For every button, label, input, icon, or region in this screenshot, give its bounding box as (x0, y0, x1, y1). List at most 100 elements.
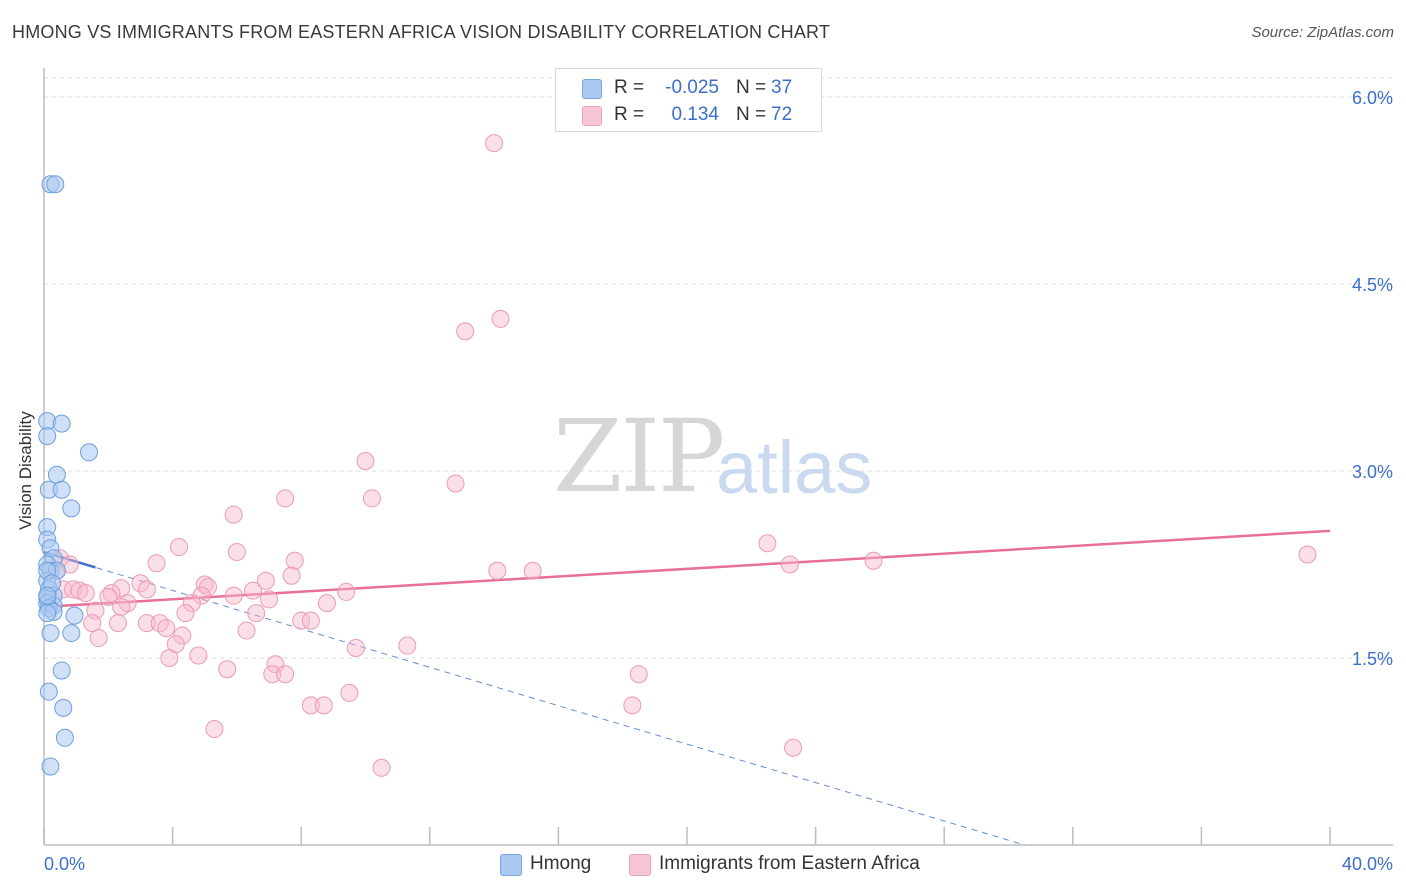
legend-r-label: R = (614, 77, 645, 98)
legend-n-label: N = (736, 104, 767, 125)
bottom-legend-label-hmong: Hmong (530, 853, 592, 874)
point-eastern-africa (285, 551, 304, 570)
y-tick-label: 1.5% (1352, 649, 1393, 669)
point-eastern-africa (170, 538, 189, 557)
point-eastern-africa (160, 649, 179, 667)
point-eastern-africa (137, 580, 156, 599)
point-eastern-africa (243, 581, 262, 600)
point-eastern-africa (192, 586, 211, 605)
legend-r-value: 0.134 (671, 104, 719, 125)
point-eastern-africa (182, 594, 201, 613)
point-hmong (65, 606, 84, 625)
point-hmong (52, 414, 71, 433)
point-eastern-africa (237, 621, 256, 640)
point-eastern-africa (247, 604, 266, 623)
point-eastern-africa (205, 720, 224, 739)
point-eastern-africa (256, 571, 275, 590)
gridlines (44, 77, 1393, 659)
y-tick-label: 6.0% (1352, 88, 1393, 108)
point-eastern-africa (189, 646, 208, 665)
point-eastern-africa (523, 561, 542, 580)
source-label: Source: ZipAtlas.com (1251, 24, 1394, 41)
point-eastern-africa (263, 665, 282, 684)
y-axis-label-wrap: Vision Disability (16, 411, 36, 680)
point-eastern-africa (112, 579, 131, 598)
point-eastern-africa (157, 619, 176, 638)
watermark-atlas: atlas (716, 426, 873, 509)
point-eastern-africa (446, 474, 465, 493)
point-eastern-africa (137, 614, 156, 633)
legend-n-value: 72 (771, 104, 793, 125)
point-eastern-africa (758, 534, 777, 553)
trend-lines (43, 529, 1331, 846)
point-hmong (55, 728, 74, 747)
point-eastern-africa (108, 614, 127, 633)
y-axis-label: Vision Disability (16, 411, 35, 530)
point-hmong (62, 624, 81, 643)
point-eastern-africa (112, 597, 131, 616)
point-eastern-africa (266, 655, 285, 674)
point-hmong (38, 586, 57, 605)
point-eastern-africa (227, 543, 246, 562)
watermark-zip: ZIP (553, 398, 725, 515)
data-points (38, 134, 1317, 777)
x-tick-label: 0.0% (44, 854, 85, 874)
legend-row-hmong: R = -0.025 N = 37 (556, 75, 821, 101)
chart-title: HMONG VS IMMIGRANTS FROM EASTERN AFRICA … (12, 22, 831, 42)
point-eastern-africa (629, 665, 648, 684)
trend-line-eastern-africa (43, 529, 1331, 609)
point-hmong (54, 698, 73, 717)
point-hmong (80, 443, 99, 462)
point-hmong (52, 480, 71, 499)
point-eastern-africa (83, 614, 102, 633)
point-eastern-africa (780, 555, 799, 574)
legend-n-label: N = (736, 77, 767, 98)
point-eastern-africa (623, 696, 642, 715)
bottom-legend-swatch-eastern-africa (629, 854, 651, 876)
point-eastern-africa (176, 604, 195, 623)
point-eastern-africa (372, 758, 391, 777)
point-eastern-africa (292, 611, 311, 630)
point-eastern-africa (314, 696, 333, 715)
point-eastern-africa (224, 586, 243, 605)
point-eastern-africa (337, 582, 356, 601)
legend-n-value: 37 (771, 77, 793, 98)
point-eastern-africa (784, 738, 803, 757)
legend-r-value: -0.025 (665, 77, 719, 98)
point-eastern-africa (99, 587, 118, 606)
point-eastern-africa (456, 322, 475, 341)
point-hmong (38, 604, 57, 623)
bottom-legend-label-eastern-africa: Immigrants from Eastern Africa (659, 853, 920, 874)
legend-row-eastern-africa: R = 0.134 N = 72 (556, 102, 821, 128)
point-eastern-africa (491, 309, 510, 328)
point-eastern-africa (1298, 545, 1317, 564)
point-eastern-africa (356, 452, 375, 471)
correlation-legend: R = -0.025 N = 37 R = 0.134 N = 72 (555, 68, 822, 132)
point-eastern-africa (224, 505, 243, 524)
trend-line-hmong-dashed (43, 551, 1025, 846)
point-eastern-africa (276, 489, 295, 508)
point-eastern-africa (398, 636, 417, 655)
y-tick-label: 3.0% (1352, 462, 1393, 482)
point-hmong (47, 465, 66, 484)
tick-labels: 1.5% 3.0% 4.5% 6.0% 0.0% 40.0% (44, 88, 1393, 874)
point-eastern-africa (346, 639, 365, 658)
legend-swatch-eastern-africa (582, 106, 602, 126)
point-hmong (41, 757, 60, 776)
bottom-legend-swatch-hmong (500, 854, 522, 876)
point-eastern-africa (301, 611, 320, 630)
point-eastern-africa (488, 561, 507, 580)
point-eastern-africa (362, 489, 381, 508)
x-tick-label: 40.0% (1342, 854, 1393, 874)
point-eastern-africa (301, 696, 320, 715)
point-eastern-africa (282, 566, 301, 585)
point-hmong (39, 682, 58, 701)
point-hmong (52, 661, 71, 680)
point-eastern-africa (317, 594, 336, 613)
axes (43, 68, 1393, 846)
point-hmong (38, 427, 57, 446)
point-eastern-africa (218, 660, 237, 679)
y-tick-label: 4.5% (1352, 275, 1393, 295)
legend-r-label: R = (614, 104, 645, 125)
